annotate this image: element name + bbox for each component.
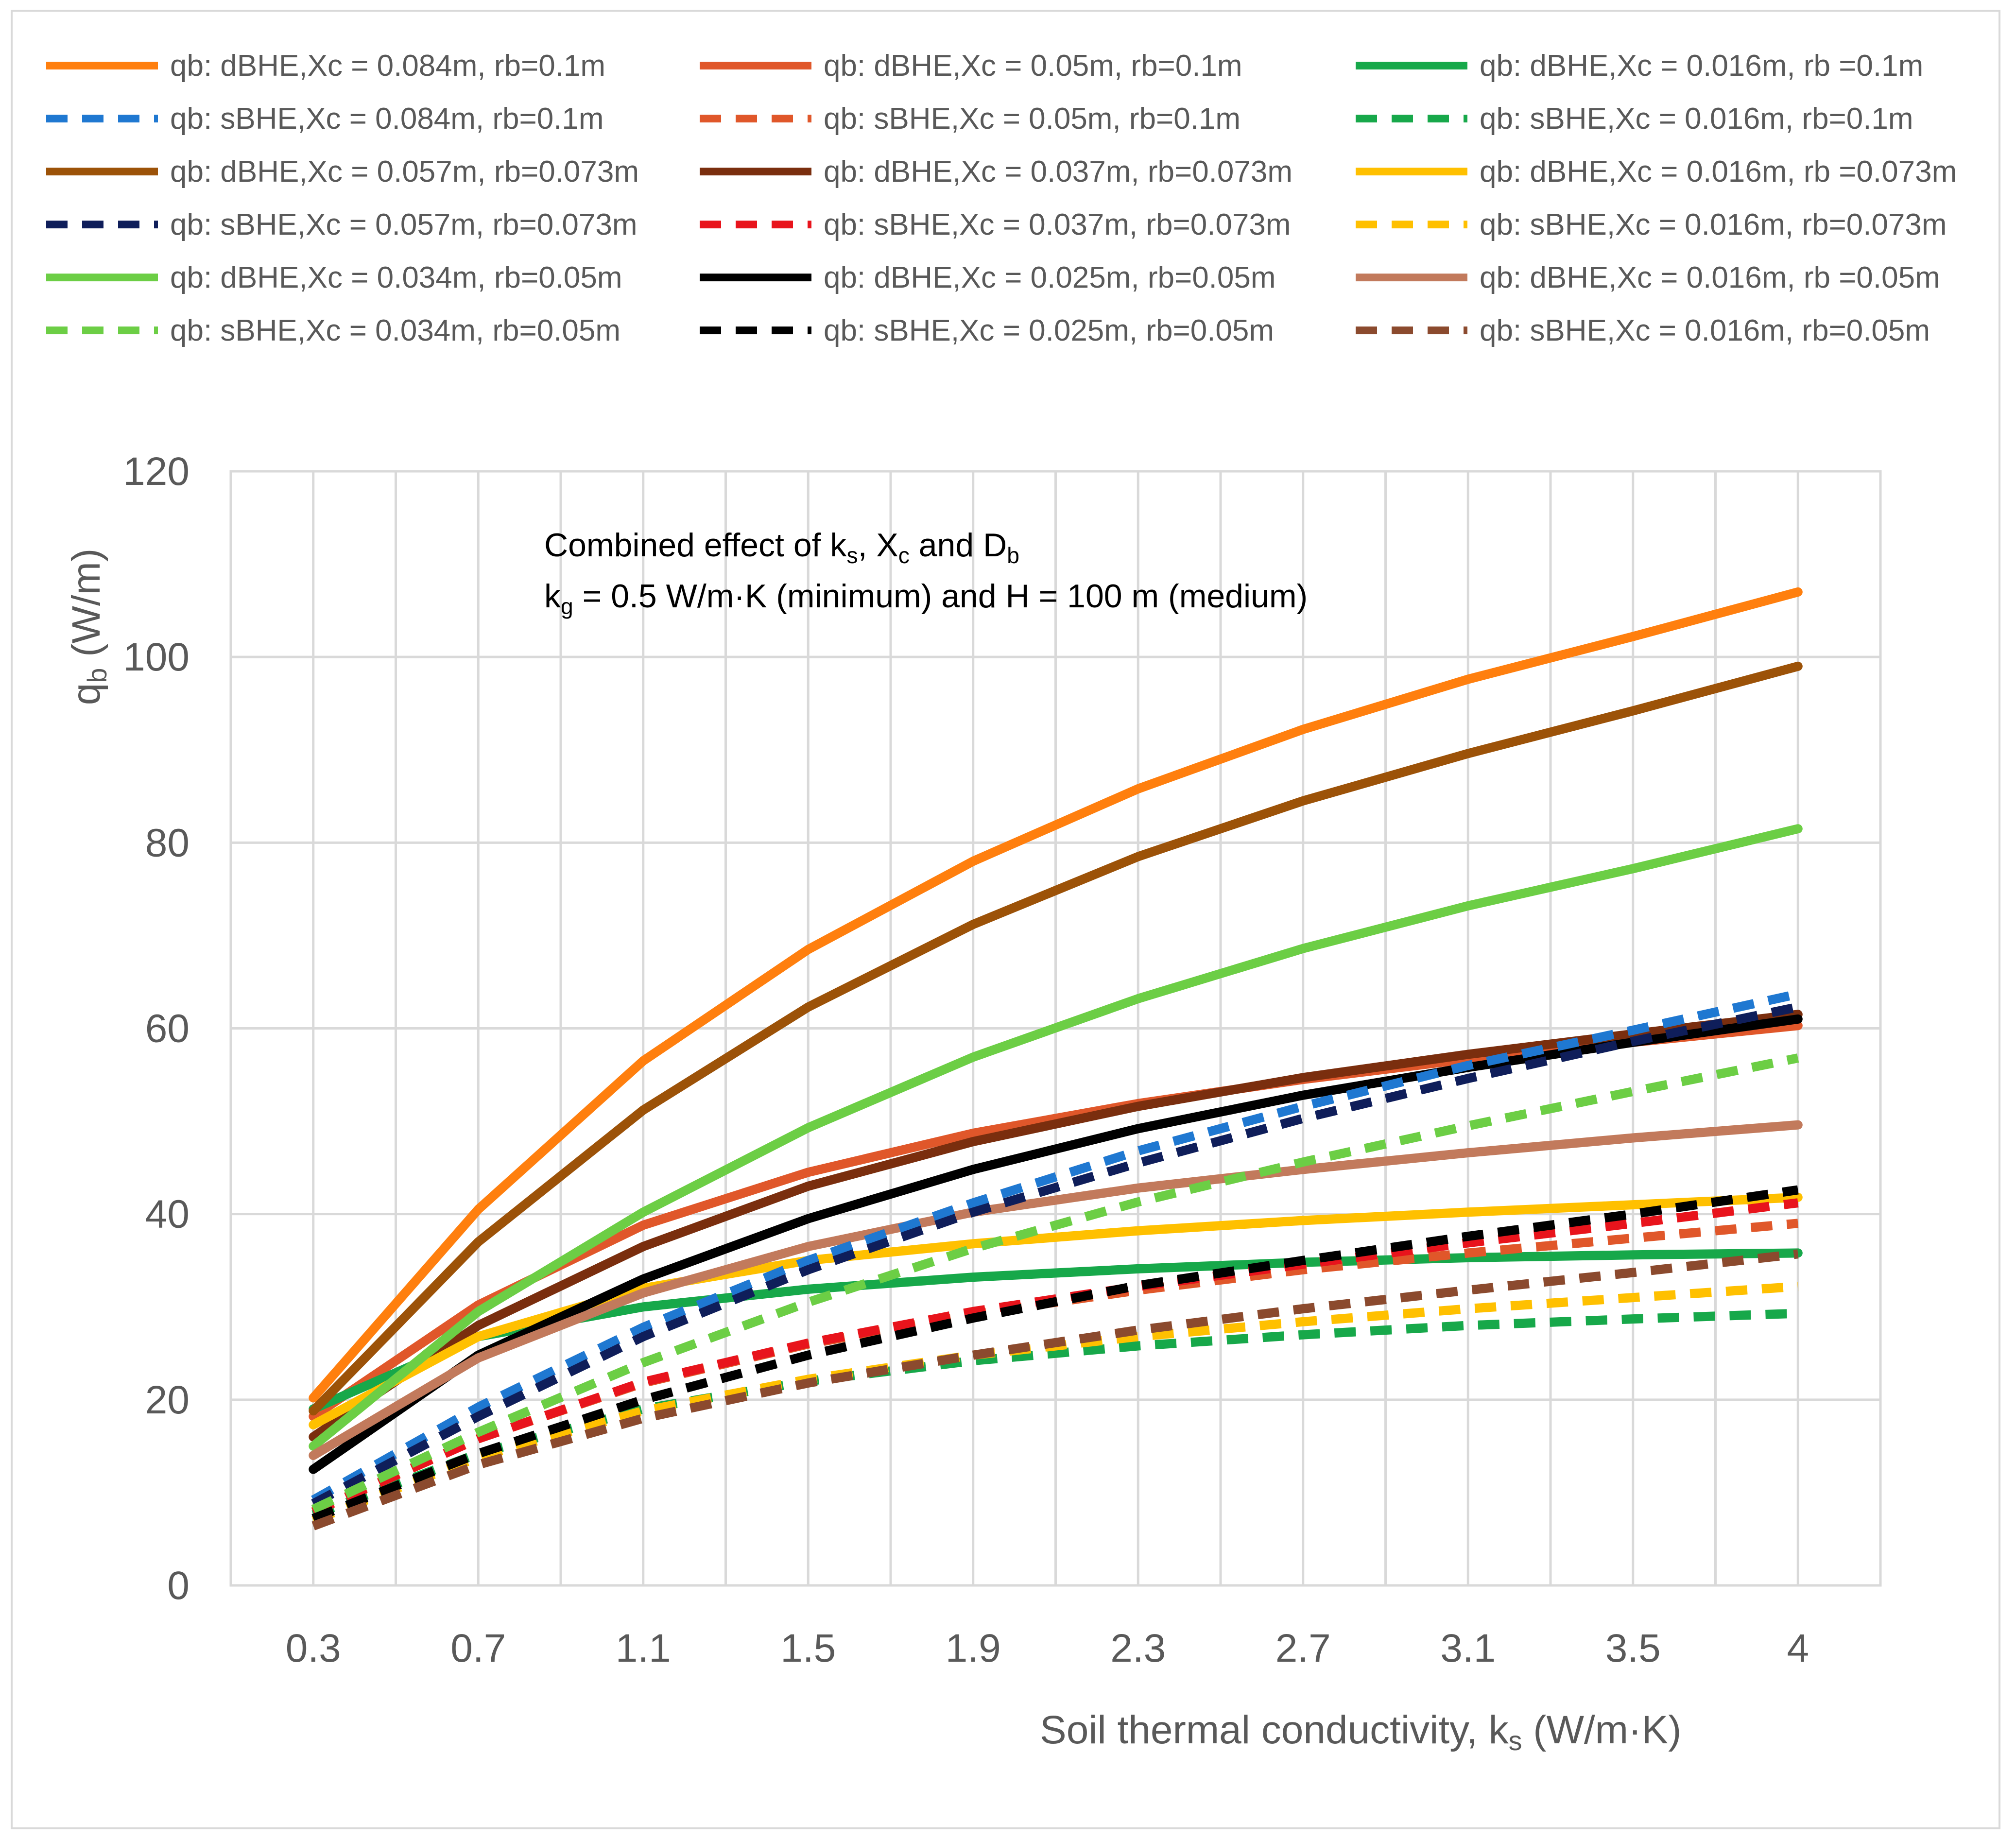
series-line-17 [311, 1185, 1799, 1523]
legend-label: qb: sBHE,Xc = 0.034m, rb=0.05m [170, 314, 620, 347]
legend-label: qb: dBHE,Xc = 0.05m, rb=0.1m [824, 49, 1242, 83]
y-tick-label: 100 [123, 635, 190, 679]
legend-label: qb: sBHE,Xc = 0.084m, rb=0.1m [170, 102, 604, 136]
legend-label: qb: dBHE,Xc = 0.016m, rb =0.1m [1480, 49, 1923, 83]
legend-item: qb: sBHE,Xc = 0.05m, rb=0.1m [700, 102, 1241, 136]
legend-item: qb: dBHE,Xc = 0.05m, rb=0.1m [700, 49, 1242, 83]
legend-label: qb: dBHE,Xc = 0.025m, rb=0.05m [824, 261, 1276, 294]
x-tick-label: 1.1 [616, 1626, 671, 1670]
x-tick-label: 2.3 [1110, 1626, 1166, 1670]
x-tick-label: 4 [1787, 1626, 1809, 1670]
series-line-8 [309, 1010, 1803, 1442]
y-tick-label: 40 [145, 1192, 190, 1237]
chart-frame [11, 10, 2000, 1829]
x-axis-ticks: 0.3 0.7 1.1 1.5 1.9 2.3 2.7 3.1 3.5 4 [286, 1626, 1809, 1670]
x-tick-label: 0.3 [286, 1626, 341, 1670]
plot-area-border [229, 470, 1882, 1587]
legend: qb: dBHE,Xc = 0.084m, rb=0.1m qb: dBHE,Xc… [46, 49, 1957, 347]
series-line-1 [309, 587, 1803, 1403]
chart-annotation-line1: Combined effect of ks, Xc and Db [544, 527, 1019, 568]
legend-item: qb: sBHE,Xc = 0.084m, rb=0.1m [46, 102, 604, 136]
y-tick-label: 60 [145, 1007, 190, 1051]
legend-item: qb: sBHE,Xc = 0.016m, rb=0.073m [1356, 208, 1947, 241]
legend-label: qb: sBHE,Xc = 0.016m, rb=0.073m [1480, 208, 1947, 241]
legend-item: qb: dBHE,Xc = 0.016m, rb =0.073m [1356, 155, 1957, 189]
legend-label: qb: sBHE,Xc = 0.016m, rb=0.1m [1480, 102, 1913, 136]
legend-item: qb: dBHE,Xc = 0.025m, rb=0.05m [700, 261, 1276, 294]
legend-label: qb: dBHE,Xc = 0.037m, rb=0.073m [824, 155, 1292, 189]
x-tick-label: 0.7 [450, 1626, 506, 1670]
y-tick-label: 80 [145, 821, 190, 865]
legend-item: qb: dBHE,Xc = 0.016m, rb =0.1m [1356, 49, 1923, 83]
legend-item: qb: sBHE,Xc = 0.016m, rb=0.05m [1356, 314, 1930, 347]
series-line-4 [311, 989, 1799, 1504]
legend-label: qb: dBHE,Xc = 0.016m, rb =0.05m [1480, 261, 1940, 294]
legend-item: qb: sBHE,Xc = 0.034m, rb=0.05m [46, 314, 620, 347]
x-tick-label: 1.5 [780, 1626, 836, 1670]
legend-label: qb: dBHE,Xc = 0.034m, rb=0.05m [170, 261, 622, 294]
legend-item: qb: dBHE,Xc = 0.084m, rb=0.1m [46, 49, 605, 83]
x-tick-label: 2.7 [1275, 1626, 1331, 1670]
legend-item: qb: sBHE,Xc = 0.016m, rb=0.1m [1356, 102, 1913, 136]
legend-item: qb: dBHE,Xc = 0.037m, rb=0.073m [700, 155, 1292, 189]
legend-label: qb: sBHE,Xc = 0.057m, rb=0.073m [170, 208, 638, 241]
x-tick-label: 3.5 [1605, 1626, 1661, 1670]
series-lines [309, 587, 1803, 1530]
chart-annotation-line2: kg = 0.5 W/m·K (minimum) and H = 100 m (… [544, 578, 1308, 619]
legend-label: qb: sBHE,Xc = 0.05m, rb=0.1m [824, 102, 1241, 136]
legend-label: qb: sBHE,Xc = 0.016m, rb=0.05m [1480, 314, 1930, 347]
legend-label: qb: sBHE,Xc = 0.025m, rb=0.05m [824, 314, 1274, 347]
legend-item: qb: sBHE,Xc = 0.057m, rb=0.073m [46, 208, 638, 241]
y-tick-label: 120 [123, 449, 190, 494]
x-tick-label: 3.1 [1440, 1626, 1496, 1670]
legend-item: qb: dBHE,Xc = 0.034m, rb=0.05m [46, 261, 622, 294]
series-line-16 [311, 1053, 1799, 1513]
y-tick-label: 0 [167, 1564, 190, 1608]
legend-item: qb: dBHE,Xc = 0.016m, rb =0.05m [1356, 261, 1940, 294]
y-tick-label: 20 [145, 1378, 190, 1422]
grid [229, 470, 1882, 1587]
legend-label: qb: sBHE,Xc = 0.037m, rb=0.073m [824, 208, 1291, 241]
legend-item: qb: sBHE,Xc = 0.037m, rb=0.073m [700, 208, 1291, 241]
series-line-18 [311, 1249, 1799, 1530]
x-axis-title: Soil thermal conductivity, ks (W/m·K) [1040, 1708, 1681, 1756]
legend-label: qb: dBHE,Xc = 0.016m, rb =0.073m [1480, 155, 1957, 189]
series-line-10 [311, 1002, 1799, 1508]
legend-item: qb: sBHE,Xc = 0.025m, rb=0.05m [700, 314, 1274, 347]
y-axis-title: qb (W/m) [64, 549, 112, 705]
series-line-13 [309, 824, 1803, 1451]
series-line-14 [309, 1014, 1803, 1474]
y-axis-ticks: 0 20 40 60 80 100 120 [123, 449, 190, 1608]
legend-item: qb: dBHE,Xc = 0.057m, rb=0.073m [46, 155, 639, 189]
legend-label: qb: dBHE,Xc = 0.084m, rb=0.1m [170, 49, 605, 83]
x-tick-label: 1.9 [946, 1626, 1001, 1670]
series-line-15 [309, 1120, 1803, 1460]
legend-label: qb: dBHE,Xc = 0.057m, rb=0.073m [170, 155, 639, 189]
series-line-7 [309, 661, 1803, 1416]
